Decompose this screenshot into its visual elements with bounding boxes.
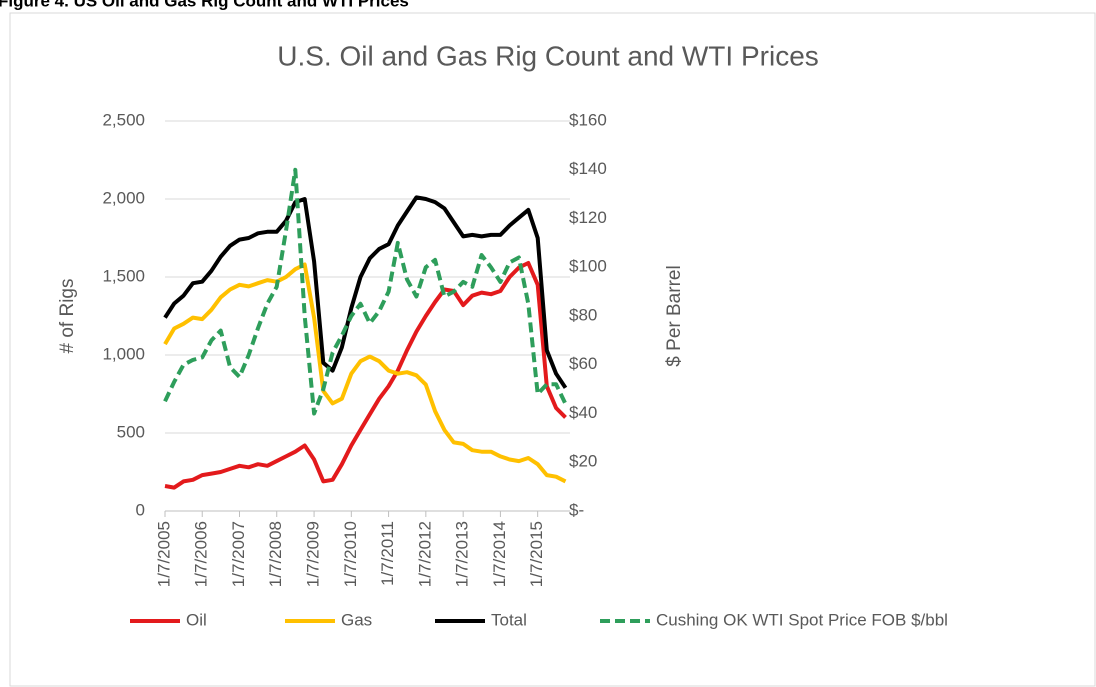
- y-tick-label: 2,000: [102, 188, 145, 207]
- series-line: [163, 167, 568, 416]
- y-tick-label: 1,500: [102, 266, 145, 285]
- y2-tick-label: $60: [569, 354, 597, 373]
- x-tick-label: 1/7/2013: [453, 521, 472, 587]
- x-tick-label: 1/7/2008: [266, 521, 285, 587]
- y-axis-title: # of Rigs: [57, 279, 78, 354]
- y-tick-label: 0: [136, 500, 145, 519]
- legend-label: Total: [491, 610, 527, 629]
- chart-border: [9, 12, 1096, 687]
- series-line: [163, 262, 567, 484]
- y2-tick-label: $120: [569, 208, 607, 227]
- x-tick-label: 1/7/2006: [192, 521, 211, 587]
- legend-label: Cushing OK WTI Spot Price FOB $/bbl: [656, 610, 948, 629]
- y-tick-label: 2,500: [102, 110, 145, 129]
- caption: Figure 4. US Oil and Gas Rig Count and W…: [0, 0, 409, 10]
- y2-tick-label: $-: [569, 500, 584, 519]
- y2-tick-label: $140: [569, 159, 607, 178]
- y2-tick-label: $80: [569, 305, 597, 324]
- x-tick-label: 1/7/2007: [229, 521, 248, 587]
- x-tick-label: 1/7/2014: [490, 521, 509, 587]
- y2-tick-label: $100: [569, 257, 607, 276]
- x-tick-label: 1/7/2011: [378, 521, 397, 586]
- x-tick-label: 1/7/2012: [415, 521, 434, 587]
- y2-tick-label: $20: [569, 452, 597, 471]
- x-tick-label: 1/7/2009: [304, 521, 323, 587]
- series-line: [163, 195, 568, 389]
- x-tick-label: 1/7/2005: [154, 521, 173, 587]
- legend-label: Oil: [186, 610, 207, 629]
- y2-tick-label: $160: [569, 110, 607, 129]
- y2-axis-title: $ Per Barrel: [664, 265, 685, 366]
- series-line: [164, 261, 567, 490]
- x-tick-label: 1/7/2015: [527, 521, 546, 587]
- y2-tick-label: $40: [569, 403, 597, 422]
- legend-label: Gas: [341, 610, 372, 629]
- x-tick-label: 1/7/2010: [341, 521, 360, 587]
- y-tick-label: 500: [117, 422, 145, 441]
- y-tick-label: 1,000: [102, 344, 145, 363]
- chart-title: U.S. Oil and Gas Rig Count and WTI Price…: [277, 40, 819, 71]
